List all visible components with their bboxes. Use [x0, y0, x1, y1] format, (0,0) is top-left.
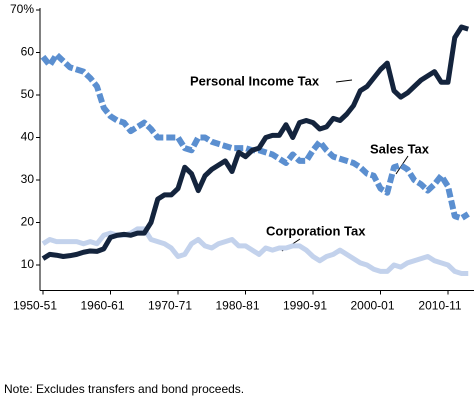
y-tick-label: 10: [21, 257, 35, 271]
y-tick-label: 20: [21, 215, 35, 229]
y-tick-label: 60: [21, 45, 35, 59]
x-tick-label: 2000-01: [350, 299, 394, 313]
note: Note: Excludes transfers and bond procee…: [4, 382, 244, 396]
series-label: Sales Tax: [370, 141, 430, 156]
series-line: [41, 24, 470, 261]
y-tick-label: 70%: [10, 2, 34, 16]
x-tick-label: 2010-11: [418, 299, 461, 313]
leader-line: [335, 79, 353, 83]
y-tick-label: 50: [21, 87, 35, 101]
series-line: [40, 51, 470, 222]
y-tick-label: 40: [21, 130, 35, 144]
series-label: Personal Income Tax: [190, 73, 320, 88]
x-tick-label: 1980-81: [215, 299, 259, 313]
x-tick-label: 1990-91: [283, 299, 327, 313]
x-tick-label: 1970-71: [148, 299, 192, 313]
x-tick-label: 1950-51: [13, 299, 57, 313]
x-tick-label: 1960-61: [80, 299, 124, 313]
y-tick-label: 30: [21, 172, 35, 186]
series-label: Corporation Tax: [266, 223, 366, 238]
series-line: [41, 226, 469, 276]
